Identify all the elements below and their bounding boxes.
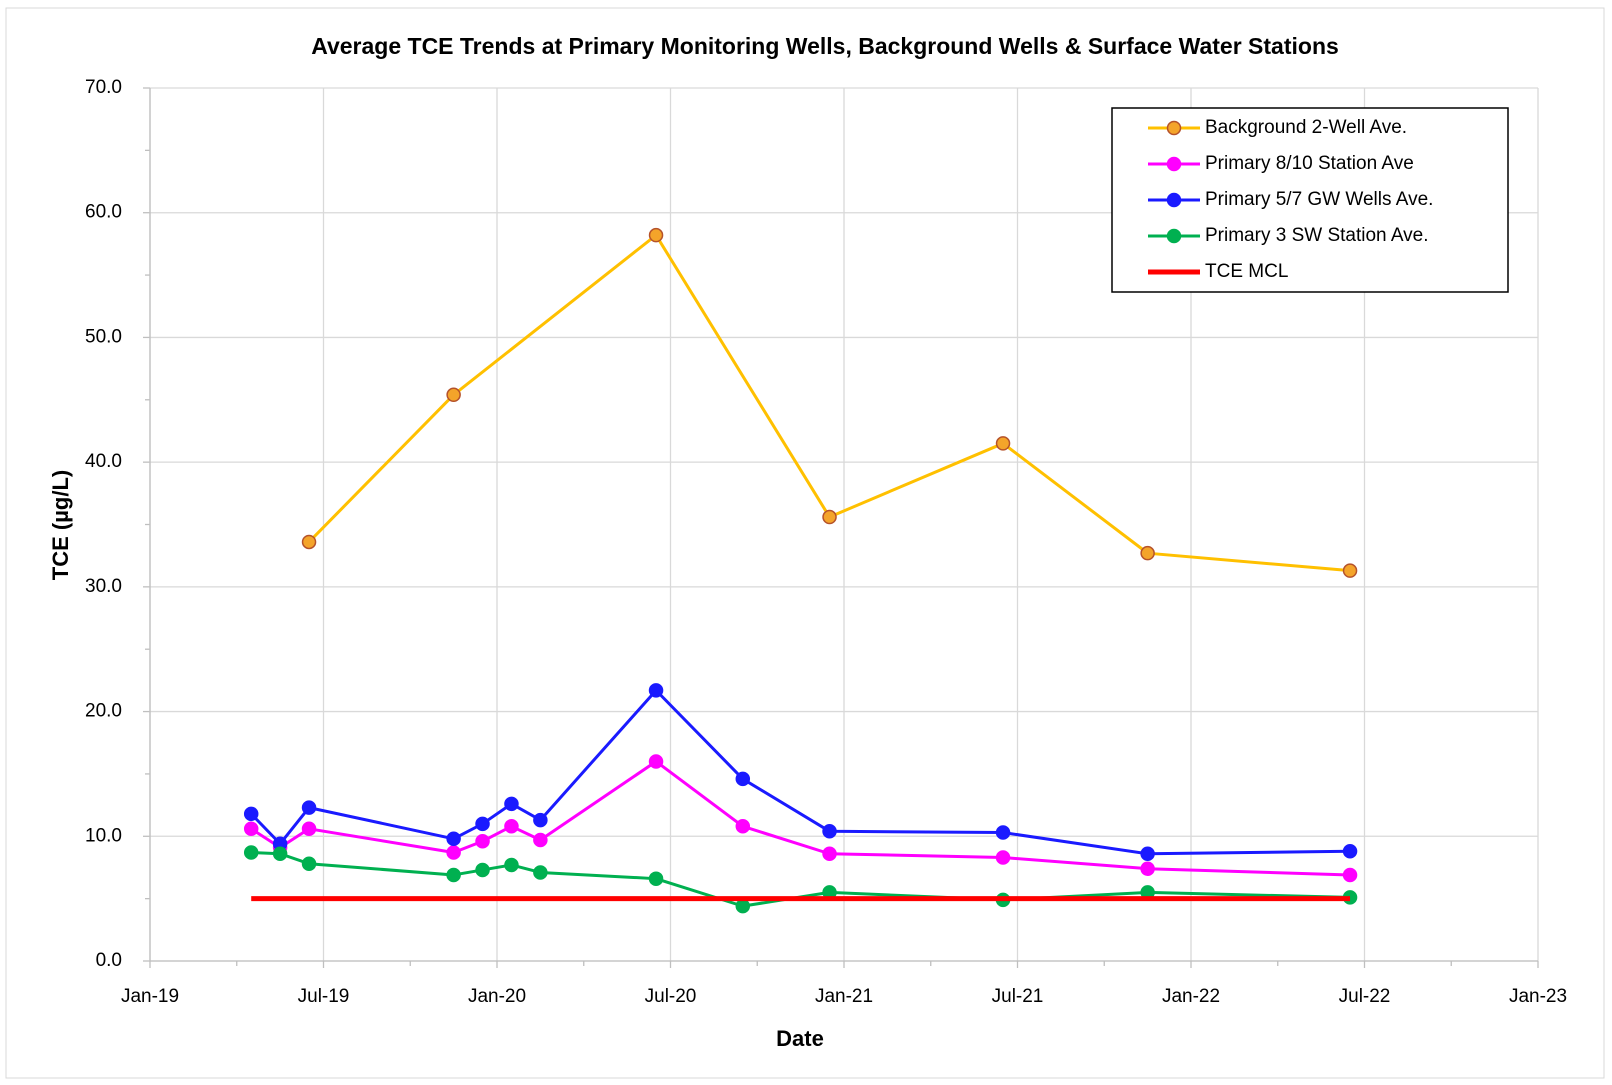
data-point [301,856,317,871]
data-point [475,816,490,832]
data-point [504,819,519,834]
data-point [648,683,664,698]
y-axis-label: TCE (µg/L) [48,470,73,580]
data-point [1140,861,1155,876]
legend-label: Primary 3 SW Station Ave. [1205,225,1429,246]
x-tick-label: Jul-19 [298,986,350,1007]
legend-marker [1166,156,1182,172]
data-point [822,846,837,861]
data-point [533,832,548,848]
y-tick-label: 60.0 [85,202,122,223]
legend-marker [1166,192,1182,208]
legend-label: Primary 8/10 Station Ave [1205,153,1414,174]
x-tick-label: Jan-20 [468,986,526,1007]
x-tick-label: Jan-21 [815,986,873,1007]
data-point [301,534,317,550]
legend-label: TCE MCL [1205,261,1288,282]
data-point [1342,563,1358,578]
legend-label: Background 2-Well Ave. [1205,117,1407,138]
x-tick-label: Jan-23 [1509,986,1567,1007]
data-point [735,771,751,787]
data-point [648,227,664,243]
data-point [648,871,664,886]
x-tick-label: Jul-20 [645,986,697,1007]
chart-title: Average TCE Trends at Primary Monitoring… [311,33,1339,59]
x-tick-label: Jan-22 [1162,986,1220,1007]
data-point [243,806,259,822]
legend-marker [1166,228,1182,244]
data-point [446,845,461,860]
data-point [504,857,519,873]
data-point [995,825,1011,840]
data-point [504,796,519,812]
y-tick-label: 10.0 [85,825,122,846]
y-tick-label: 50.0 [85,326,122,347]
data-point [1342,844,1358,859]
x-tick-label: Jul-21 [992,986,1044,1007]
data-point [995,436,1011,451]
legend-label: Primary 5/7 GW Wells Ave. [1205,189,1433,210]
data-point [243,821,259,837]
y-tick-label: 70.0 [85,77,122,98]
y-tick-label: 30.0 [85,576,122,597]
data-point [735,819,751,834]
y-tick-label: 20.0 [85,701,122,722]
data-point [446,831,461,847]
y-tick-label: 0.0 [96,950,122,971]
data-point [648,754,664,769]
data-point [272,846,288,861]
data-point [822,509,837,525]
legend-marker [1166,120,1182,136]
data-point [1342,867,1358,883]
data-point [446,867,461,883]
data-point [822,824,837,839]
data-point [1140,846,1155,861]
data-point [475,834,490,849]
x-tick-label: Jan-19 [121,986,179,1007]
data-point [446,387,461,403]
data-point [475,862,490,878]
x-axis-label: Date [776,1026,824,1051]
data-point [735,898,751,914]
data-point [301,800,317,815]
data-point [243,845,259,860]
data-point [1140,545,1155,561]
data-point [533,812,548,828]
data-point [995,850,1011,865]
data-point [533,865,548,880]
y-tick-label: 40.0 [85,451,122,472]
x-tick-label: Jul-22 [1339,986,1391,1007]
data-point [301,821,317,837]
